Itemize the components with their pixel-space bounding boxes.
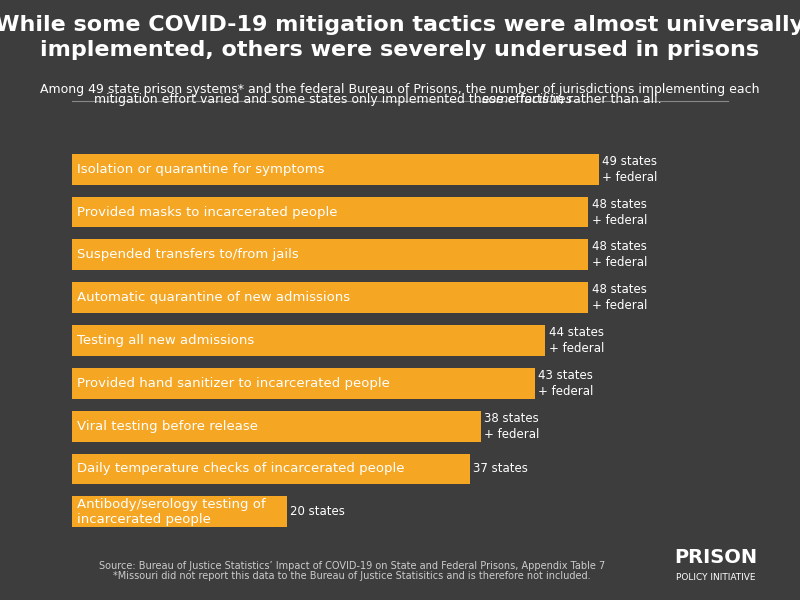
Bar xyxy=(72,496,287,527)
Text: 44 states
+ federal: 44 states + federal xyxy=(549,326,604,355)
Text: Testing all new admissions: Testing all new admissions xyxy=(78,334,254,347)
Bar xyxy=(72,325,546,356)
Text: Provided masks to incarcerated people: Provided masks to incarcerated people xyxy=(78,206,338,218)
Text: While some COVID-19 mitigation tactics were almost universally
implemented, othe: While some COVID-19 mitigation tactics w… xyxy=(0,15,800,60)
Text: Suspended transfers to/from jails: Suspended transfers to/from jails xyxy=(78,248,299,262)
Text: Source: Bureau of Justice Statistics’ Impact of COVID-19 on State and Federal Pr: Source: Bureau of Justice Statistics’ Im… xyxy=(99,561,605,571)
Text: POLICY INITIATIVE: POLICY INITIATIVE xyxy=(676,573,756,582)
Text: Daily temperature checks of incarcerated people: Daily temperature checks of incarcerated… xyxy=(78,463,405,475)
Text: 49 states
+ federal: 49 states + federal xyxy=(602,155,658,184)
Bar xyxy=(72,454,470,484)
Text: Provided hand sanitizer to incarcerated people: Provided hand sanitizer to incarcerated … xyxy=(78,377,390,390)
Text: 48 states
+ federal: 48 states + federal xyxy=(592,283,647,312)
Bar xyxy=(72,282,589,313)
Text: PRISON: PRISON xyxy=(674,548,758,567)
Text: 38 states
+ federal: 38 states + federal xyxy=(484,412,539,440)
Text: Among 49 state prison systems* and the federal Bureau of Prisons, the number of : Among 49 state prison systems* and the f… xyxy=(40,83,760,96)
Text: Automatic quarantine of new admissions: Automatic quarantine of new admissions xyxy=(78,291,350,304)
Text: Antibody/serology testing of
incarcerated people: Antibody/serology testing of incarcerate… xyxy=(78,498,266,526)
Text: 43 states
+ federal: 43 states + federal xyxy=(538,369,594,398)
Text: mitigation effort varied and some states only implemented these efforts in: mitigation effort varied and some states… xyxy=(94,93,568,106)
Bar xyxy=(72,239,589,270)
Bar xyxy=(72,411,481,442)
Text: some facilities: some facilities xyxy=(482,93,571,106)
Text: , rather than all.: , rather than all. xyxy=(560,93,662,106)
Text: 48 states
+ federal: 48 states + federal xyxy=(592,197,647,227)
Text: 37 states: 37 states xyxy=(474,463,528,475)
Text: Viral testing before release: Viral testing before release xyxy=(78,419,258,433)
Text: 48 states
+ federal: 48 states + federal xyxy=(592,241,647,269)
Text: 20 states: 20 states xyxy=(290,505,346,518)
Bar xyxy=(72,368,534,399)
Text: *Missouri did not report this data to the Bureau of Justice Statisitics and is t: *Missouri did not report this data to th… xyxy=(113,571,591,581)
Text: Isolation or quarantine for symptoms: Isolation or quarantine for symptoms xyxy=(78,163,325,176)
Bar xyxy=(72,197,589,227)
Bar xyxy=(72,154,599,185)
